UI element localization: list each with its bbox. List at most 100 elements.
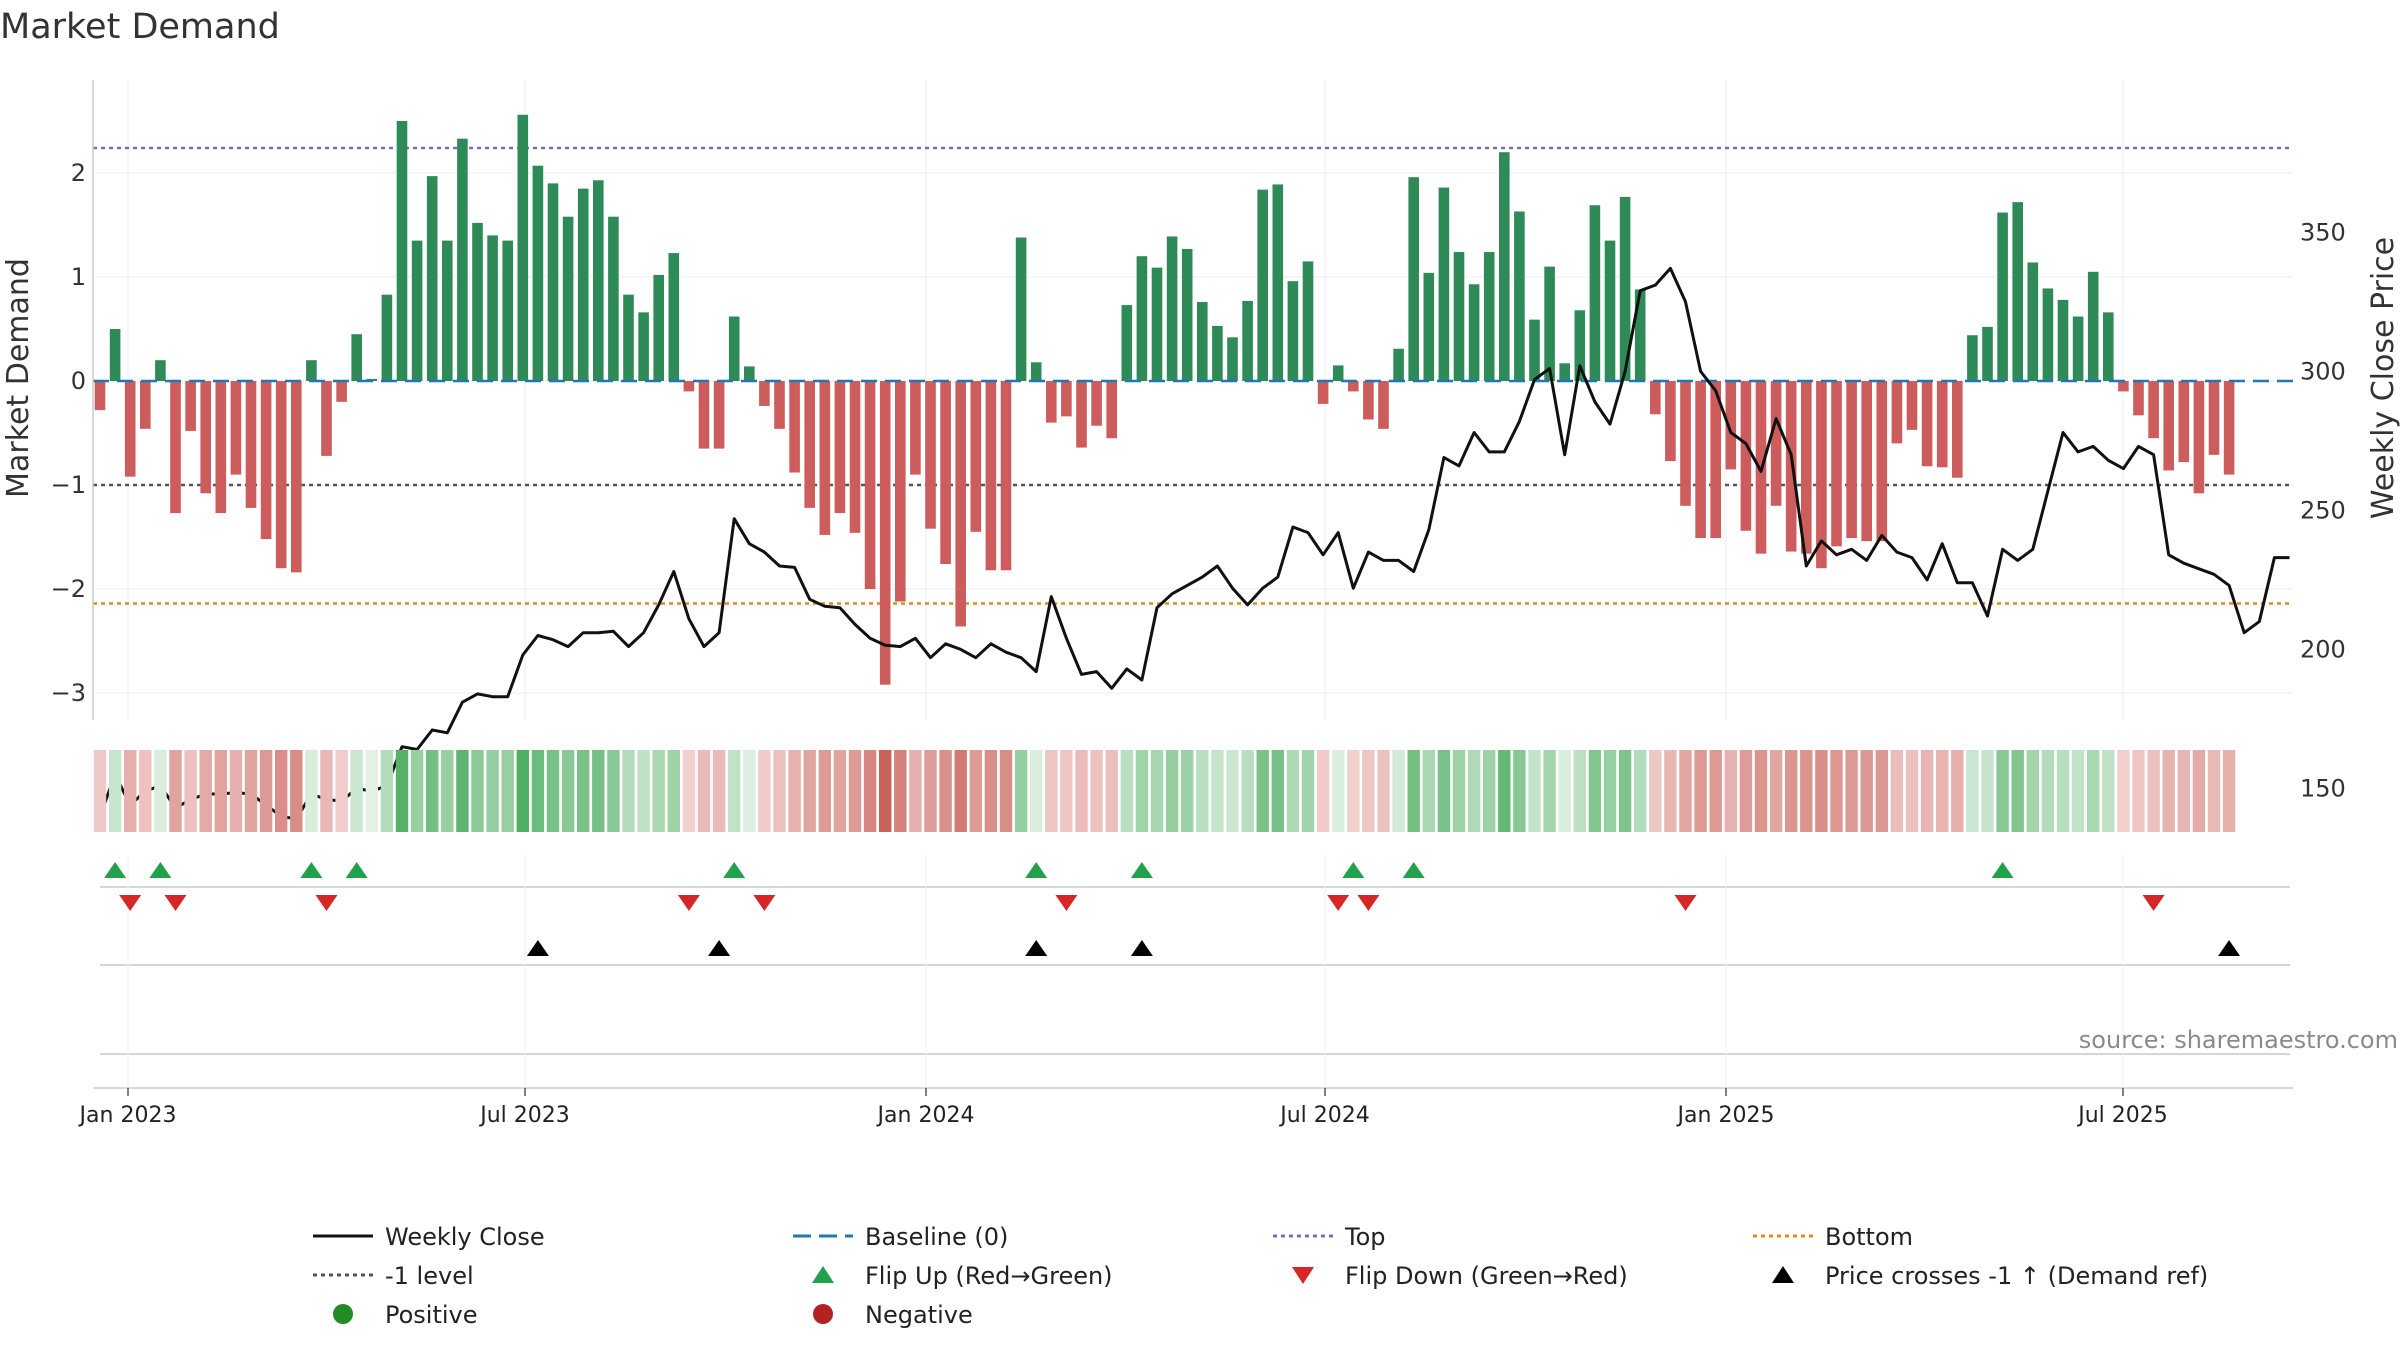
- strip-cell: [1754, 750, 1768, 832]
- demand-bar: [1483, 252, 1495, 381]
- strip-cell: [1890, 750, 1904, 832]
- demand-bar: [1393, 348, 1404, 381]
- strip-cell: [1316, 750, 1330, 832]
- strip-cell: [471, 750, 484, 832]
- demand-bar: [1831, 381, 1842, 547]
- strip-cell: [1181, 750, 1194, 832]
- strip-cell: [335, 750, 348, 832]
- strip-cell: [1030, 750, 1043, 832]
- demand-bar: [668, 253, 680, 381]
- demand-bar: [1785, 381, 1797, 552]
- demand-bar: [593, 180, 604, 381]
- demand-bar: [1030, 362, 1042, 381]
- strip-cell: [743, 750, 756, 832]
- flip-down-marker: [1055, 895, 1078, 911]
- strip-cell: [169, 750, 182, 832]
- strip-cell: [1936, 750, 1949, 832]
- demand-bar: [1378, 381, 1389, 429]
- legend-label: -1 level: [385, 1262, 474, 1290]
- strip-cell: [2207, 750, 2221, 832]
- strip-cell: [1301, 750, 1315, 832]
- strip-cell: [894, 750, 907, 832]
- price-cross-marker: [1130, 940, 1153, 956]
- y-tick-labels: 2 1 0 −1 −2 −3: [51, 159, 86, 707]
- demand-bar: [275, 381, 287, 569]
- weekly-close-path: [98, 266, 2290, 821]
- demand-bar: [1227, 337, 1238, 381]
- strip-cell: [290, 750, 303, 832]
- demand-bar: [1514, 211, 1525, 381]
- flip-down-marker: [164, 895, 187, 911]
- demand-bar: [411, 240, 423, 381]
- x-tick-label: Jan 2024: [876, 1103, 975, 1128]
- y2-tick-labels: 350 300 250 200 150: [2300, 218, 2346, 802]
- flip-up-marker: [1342, 862, 1365, 878]
- strip-cell: [863, 750, 877, 832]
- demand-bar: [804, 381, 815, 508]
- strip-cell: [1634, 750, 1647, 832]
- strip-cell: [1377, 750, 1390, 832]
- demand-bar: [1589, 205, 1601, 381]
- main-gridlines: [93, 80, 2293, 720]
- legend-marker-dot-red: [813, 1304, 833, 1324]
- strip-cell: [607, 750, 620, 832]
- y2-tick-label: 350: [2300, 218, 2346, 246]
- strip-cell: [2222, 750, 2236, 832]
- strip-cell: [1392, 750, 1405, 832]
- demand-bar: [1770, 381, 1782, 506]
- strip-cell: [1120, 750, 1133, 832]
- demand-bar: [623, 294, 634, 381]
- y2-tick-label: 150: [2300, 774, 2346, 802]
- strip-cell: [2147, 750, 2160, 832]
- demand-bar: [2042, 288, 2054, 381]
- x-tick-label: Jul 2025: [2076, 1103, 2168, 1128]
- legend-label: Negative: [865, 1301, 973, 1329]
- demand-bar: [683, 381, 695, 392]
- strip-cell: [365, 750, 378, 832]
- strip-cell: [1694, 750, 1707, 832]
- demand-bar: [1091, 381, 1102, 426]
- demand-bar: [1197, 301, 1208, 381]
- demand-bar: [185, 381, 196, 431]
- strip-cell: [2132, 750, 2145, 832]
- x-tick-labels: Jan 2023 Jul 2023 Jan 2024 Jul 2024 Jan 2025…: [78, 1088, 2168, 1128]
- strip-cell: [954, 750, 967, 832]
- demand-bar: [1725, 381, 1737, 470]
- demand-bar: [442, 240, 453, 381]
- demand-bar: [547, 183, 559, 381]
- price-cross-marker: [2218, 940, 2241, 956]
- demand-bar: [1634, 289, 1646, 381]
- demand-bar: [1000, 381, 1012, 571]
- strip-cell: [561, 750, 575, 832]
- flip-down-marker: [2142, 895, 2165, 911]
- strip-cell: [1588, 750, 1602, 832]
- strip-cell: [1437, 750, 1451, 832]
- demand-bar: [1015, 237, 1027, 381]
- legend-marker-tri-down-red: [1292, 1267, 1314, 1284]
- y2-tick-label: 300: [2300, 357, 2346, 385]
- demand-bar: [1272, 184, 1284, 381]
- demand-bar: [608, 216, 619, 381]
- demand-bar: [426, 176, 438, 381]
- demand-bar: [1876, 381, 1888, 542]
- demand-bar: [819, 381, 831, 535]
- y2-axis-label: Weekly Close Price: [2366, 237, 2400, 519]
- strip-cell: [1905, 750, 1919, 832]
- demand-bar: [1212, 325, 1223, 381]
- demand-bar: [713, 381, 725, 449]
- strip-cell: [305, 750, 318, 832]
- strip-cell: [2192, 750, 2206, 832]
- y-tick-label: −3: [51, 679, 86, 707]
- strip-cell: [320, 750, 333, 832]
- demand-bar: [774, 381, 785, 429]
- demand-bar: [1574, 310, 1586, 381]
- y2-tick-label: 250: [2300, 496, 2346, 524]
- demand-bar: [1604, 240, 1616, 381]
- strip-cell: [1845, 750, 1858, 832]
- y-tick-label: 1: [71, 263, 86, 291]
- legend-label: Flip Up (Red→Green): [865, 1262, 1113, 1290]
- strip-cell: [2117, 750, 2130, 832]
- legend-label: Bottom: [1825, 1223, 1913, 1251]
- flip-down-marker: [1327, 895, 1350, 911]
- strip-cell: [1045, 750, 1058, 832]
